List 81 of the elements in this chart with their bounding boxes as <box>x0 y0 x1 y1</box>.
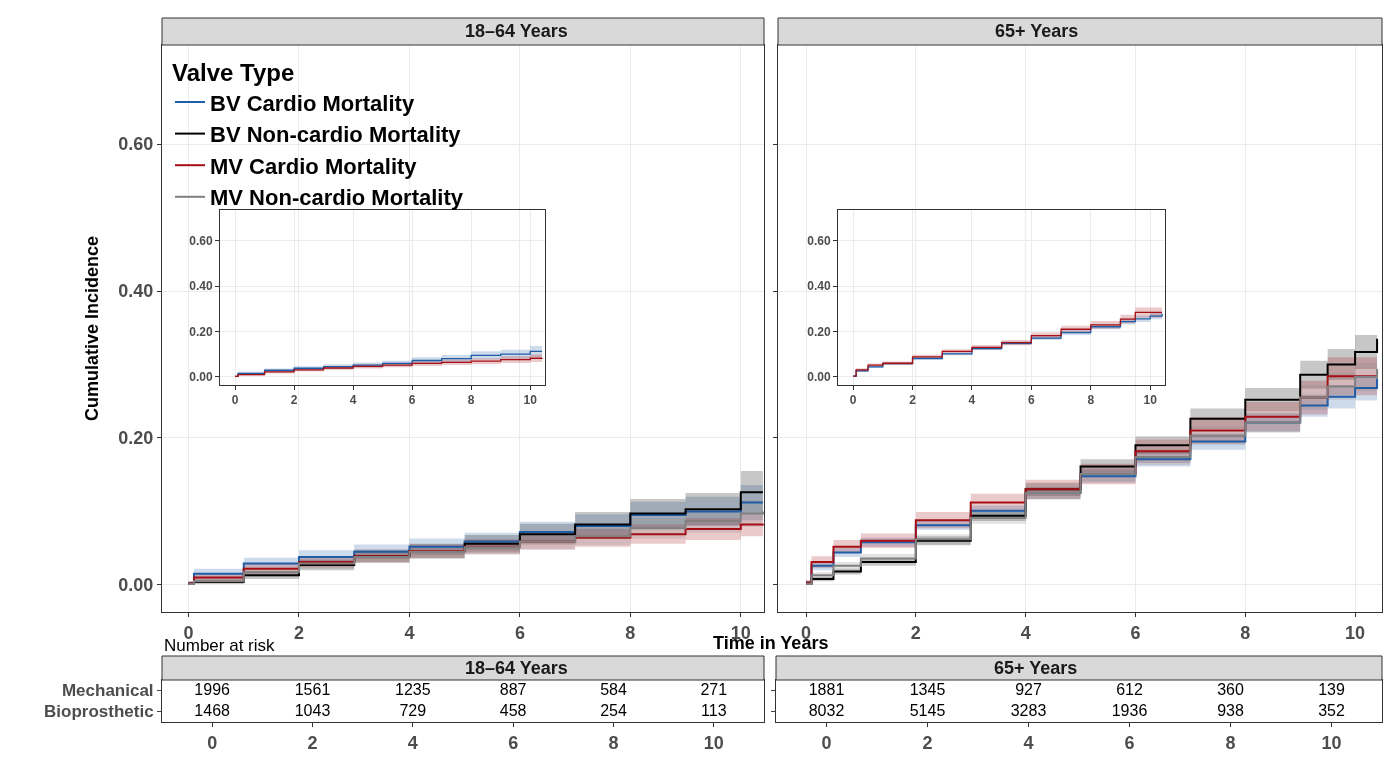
y-tick-label: 0.60 <box>118 134 154 155</box>
data-label: 1043 <box>294 701 331 719</box>
x-tick-label: 2 <box>910 622 921 643</box>
x-tick-label: 0 <box>207 732 218 753</box>
x-tick-label: 0 <box>231 393 239 408</box>
y-tick-label: 0.60 <box>189 234 213 249</box>
x-tick-label: 4 <box>407 732 418 753</box>
data-label: 352 <box>1318 701 1345 719</box>
data-label: 887 <box>499 680 527 698</box>
y-axis-title: Cumulative Incidence <box>81 235 102 422</box>
chart-title: 18–64 Years <box>465 21 568 41</box>
data-label: 360 <box>1217 680 1244 698</box>
data-label: 584 <box>600 680 627 698</box>
y-tick-label: 0.40 <box>118 281 154 302</box>
data-label: 1345 <box>909 680 946 698</box>
legend-label: MV Cardio Mortality <box>210 153 418 179</box>
x-tick-label: 4 <box>1023 732 1034 753</box>
y-tick-label: 0.60 <box>807 234 831 249</box>
data-label: 1235 <box>395 680 431 698</box>
data-label: 8032 <box>808 701 845 719</box>
legend-label: BV Cardio Mortality <box>210 90 415 116</box>
x-tick-label: 4 <box>404 622 415 643</box>
data-label: 3283 <box>1010 701 1047 719</box>
legend-label: BV Non-cardio Mortality <box>210 122 462 148</box>
x-tick-label: 10 <box>703 732 724 753</box>
legend-label: MV Non-cardio Mortality <box>210 185 464 211</box>
x-tick-label: 0 <box>849 393 857 408</box>
x-tick-label: 10 <box>1345 622 1366 643</box>
x-tick-label: 8 <box>625 622 636 643</box>
x-tick-label: 8 <box>467 393 475 408</box>
x-tick-label: 6 <box>1028 393 1036 408</box>
chart-title: 65+ Years <box>995 21 1079 41</box>
data-label: 139 <box>1318 680 1345 698</box>
data-label: 271 <box>700 680 728 698</box>
data-label: 938 <box>1217 701 1244 719</box>
x-tick-label: 8 <box>1087 393 1095 408</box>
y-tick-label: 0.00 <box>807 370 831 385</box>
x-tick-label: 4 <box>349 393 357 408</box>
x-tick-label: 10 <box>523 393 538 408</box>
data-label: 1468 <box>194 701 231 719</box>
data-label: 729 <box>399 701 427 719</box>
data-label: 458 <box>499 701 527 719</box>
x-tick-label: 8 <box>1240 622 1251 643</box>
data-label: 1561 <box>294 680 331 698</box>
y-tick-label: 0.00 <box>118 575 154 596</box>
x-tick-label: 2 <box>909 393 917 408</box>
y-tick-label: 0.00 <box>189 370 213 385</box>
x-tick-label: 10 <box>1143 393 1158 408</box>
data-label: 612 <box>1116 680 1143 698</box>
y-tick-label: 0.40 <box>189 279 213 294</box>
x-tick-label: 8 <box>1225 732 1236 753</box>
x-tick-label: 2 <box>922 732 933 753</box>
x-tick-label: 4 <box>968 393 976 408</box>
data-label: 113 <box>701 701 727 719</box>
legend-title: Valve Type <box>172 59 295 87</box>
x-tick-label: 8 <box>608 732 619 753</box>
data-label: 1936 <box>1111 701 1148 719</box>
x-tick-label: 2 <box>307 732 318 753</box>
data-label: 1881 <box>808 680 845 698</box>
y-tick-label: 0.20 <box>118 428 154 449</box>
x-tick-label: 4 <box>1020 622 1031 643</box>
x-tick-label: 2 <box>293 622 304 643</box>
x-tick-label: 6 <box>408 393 416 408</box>
x-tick-label: 2 <box>290 393 298 408</box>
x-tick-label: 0 <box>821 732 832 753</box>
chart-title: 18–64 Years <box>465 658 568 678</box>
chart-title: 65+ Years <box>994 658 1078 678</box>
x-tick-label: 6 <box>1124 732 1135 753</box>
x-tick-label: 6 <box>508 732 519 753</box>
data-label: 5145 <box>909 701 946 719</box>
y-tick-label: 0.20 <box>189 324 213 339</box>
y-tick-label: 0.20 <box>807 324 831 339</box>
data-label: 927 <box>1015 680 1042 698</box>
x-tick-label: 10 <box>1321 732 1342 753</box>
x-tick-label: 6 <box>1130 622 1141 643</box>
y-tick-label: 0.40 <box>807 279 831 294</box>
y-tick-label: Mechanical <box>61 681 154 701</box>
x-tick-label: 6 <box>514 622 525 643</box>
y-tick-label: Bioprosthetic <box>44 702 154 722</box>
data-label: 1996 <box>194 680 231 698</box>
data-label: 254 <box>600 701 627 719</box>
